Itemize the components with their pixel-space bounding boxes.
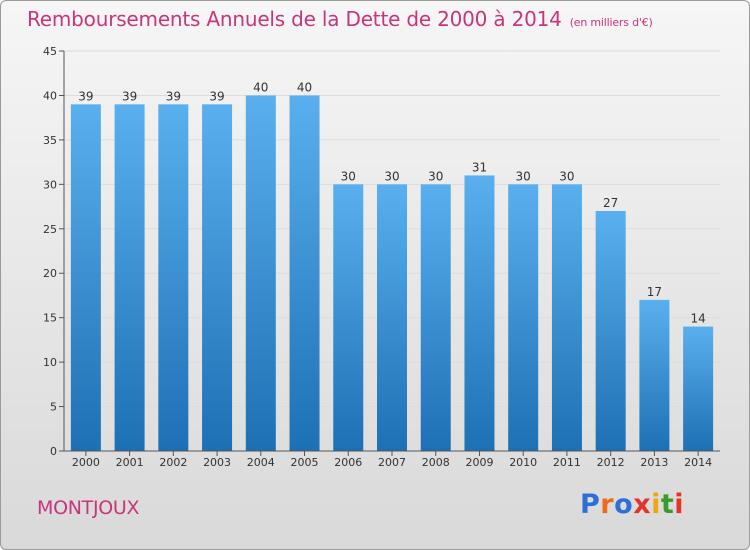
bars bbox=[70, 95, 714, 452]
x-tick-label: 2008 bbox=[422, 456, 450, 469]
x-tick-label: 2002 bbox=[159, 456, 187, 469]
bar-2013[interactable] bbox=[639, 299, 670, 451]
axes: 0 5 10 15 20 25 30 35 40 45 2000 2001 2002 2003 2004 20… bbox=[43, 45, 720, 469]
logo-letter: P bbox=[580, 489, 601, 520]
data-label: 30 bbox=[384, 169, 399, 183]
x-tick-label: 2010 bbox=[509, 456, 537, 469]
x-tick-label: 2005 bbox=[291, 456, 319, 469]
bar-2010[interactable] bbox=[508, 184, 539, 452]
bar-2003[interactable] bbox=[202, 104, 233, 451]
bar-2001[interactable] bbox=[114, 104, 145, 451]
bar-2011[interactable] bbox=[551, 184, 582, 452]
x-tick-label: 2014 bbox=[684, 456, 712, 469]
logo-letter: x bbox=[633, 489, 652, 520]
y-tick-label: 20 bbox=[43, 267, 57, 280]
bar-2008[interactable] bbox=[420, 184, 451, 452]
x-tick-label: 2003 bbox=[203, 456, 231, 469]
x-tick-label: 2004 bbox=[247, 456, 275, 469]
y-tick-label: 30 bbox=[43, 178, 57, 191]
y-tick-label: 45 bbox=[43, 45, 57, 58]
data-label: 40 bbox=[297, 80, 312, 94]
x-tick-label: 2007 bbox=[378, 456, 406, 469]
x-tick-label: 2012 bbox=[597, 456, 625, 469]
x-tick-label: 2001 bbox=[116, 456, 144, 469]
y-tick-label: 5 bbox=[50, 401, 57, 414]
logo-letter: o bbox=[614, 489, 634, 520]
proxiti-logo[interactable]: Proxiti bbox=[580, 489, 684, 520]
y-tick-label: 15 bbox=[43, 312, 57, 325]
data-label: 27 bbox=[603, 196, 618, 210]
x-tick-label: 2000 bbox=[72, 456, 100, 469]
bar-2005[interactable] bbox=[289, 95, 320, 451]
data-label: 39 bbox=[122, 89, 137, 103]
bar-2006[interactable] bbox=[333, 184, 364, 452]
data-label: 30 bbox=[428, 169, 443, 183]
bar-2000[interactable] bbox=[70, 104, 101, 451]
y-tick-label: 0 bbox=[50, 445, 57, 458]
chart-title-main: Remboursements Annuels de la Dette de 20… bbox=[27, 7, 562, 31]
data-labels: 39 39 39 39 40 40 30 30 30 31 30 30 27 17 14 bbox=[78, 80, 706, 325]
data-label: 14 bbox=[690, 312, 705, 326]
data-label: 39 bbox=[78, 89, 93, 103]
data-label: 17 bbox=[647, 285, 662, 299]
y-tick-label: 35 bbox=[43, 134, 57, 147]
bar-2009[interactable] bbox=[464, 175, 495, 451]
bar-2002[interactable] bbox=[158, 104, 189, 451]
data-label: 39 bbox=[209, 89, 224, 103]
commune-name: MONTJOUX bbox=[37, 497, 140, 519]
data-label: 30 bbox=[559, 169, 574, 183]
x-tick-label: 2006 bbox=[334, 456, 362, 469]
data-label: 30 bbox=[341, 169, 356, 183]
data-label: 40 bbox=[253, 80, 268, 94]
x-tick-label: 2009 bbox=[465, 456, 493, 469]
bar-2004[interactable] bbox=[245, 95, 276, 451]
data-label: 39 bbox=[166, 89, 181, 103]
logo-letter: r bbox=[600, 489, 615, 520]
chart-title-unit: (en milliers d'€) bbox=[569, 16, 653, 29]
x-tick-label: 2011 bbox=[553, 456, 581, 469]
y-tick-label: 25 bbox=[43, 223, 57, 236]
y-tick-label: 40 bbox=[43, 89, 57, 102]
logo-letter: i bbox=[651, 489, 661, 520]
x-tick-label: 2013 bbox=[640, 456, 668, 469]
logo-letter: i bbox=[674, 489, 685, 520]
y-tick-label: 10 bbox=[43, 356, 57, 369]
data-label: 30 bbox=[516, 169, 531, 183]
logo-letter: t bbox=[660, 489, 675, 520]
bar-2014[interactable] bbox=[683, 326, 714, 451]
bar-2012[interactable] bbox=[595, 211, 626, 451]
chart-title: Remboursements Annuels de la Dette de 20… bbox=[27, 7, 653, 31]
bar-2007[interactable] bbox=[377, 184, 407, 452]
data-label: 31 bbox=[472, 160, 487, 174]
